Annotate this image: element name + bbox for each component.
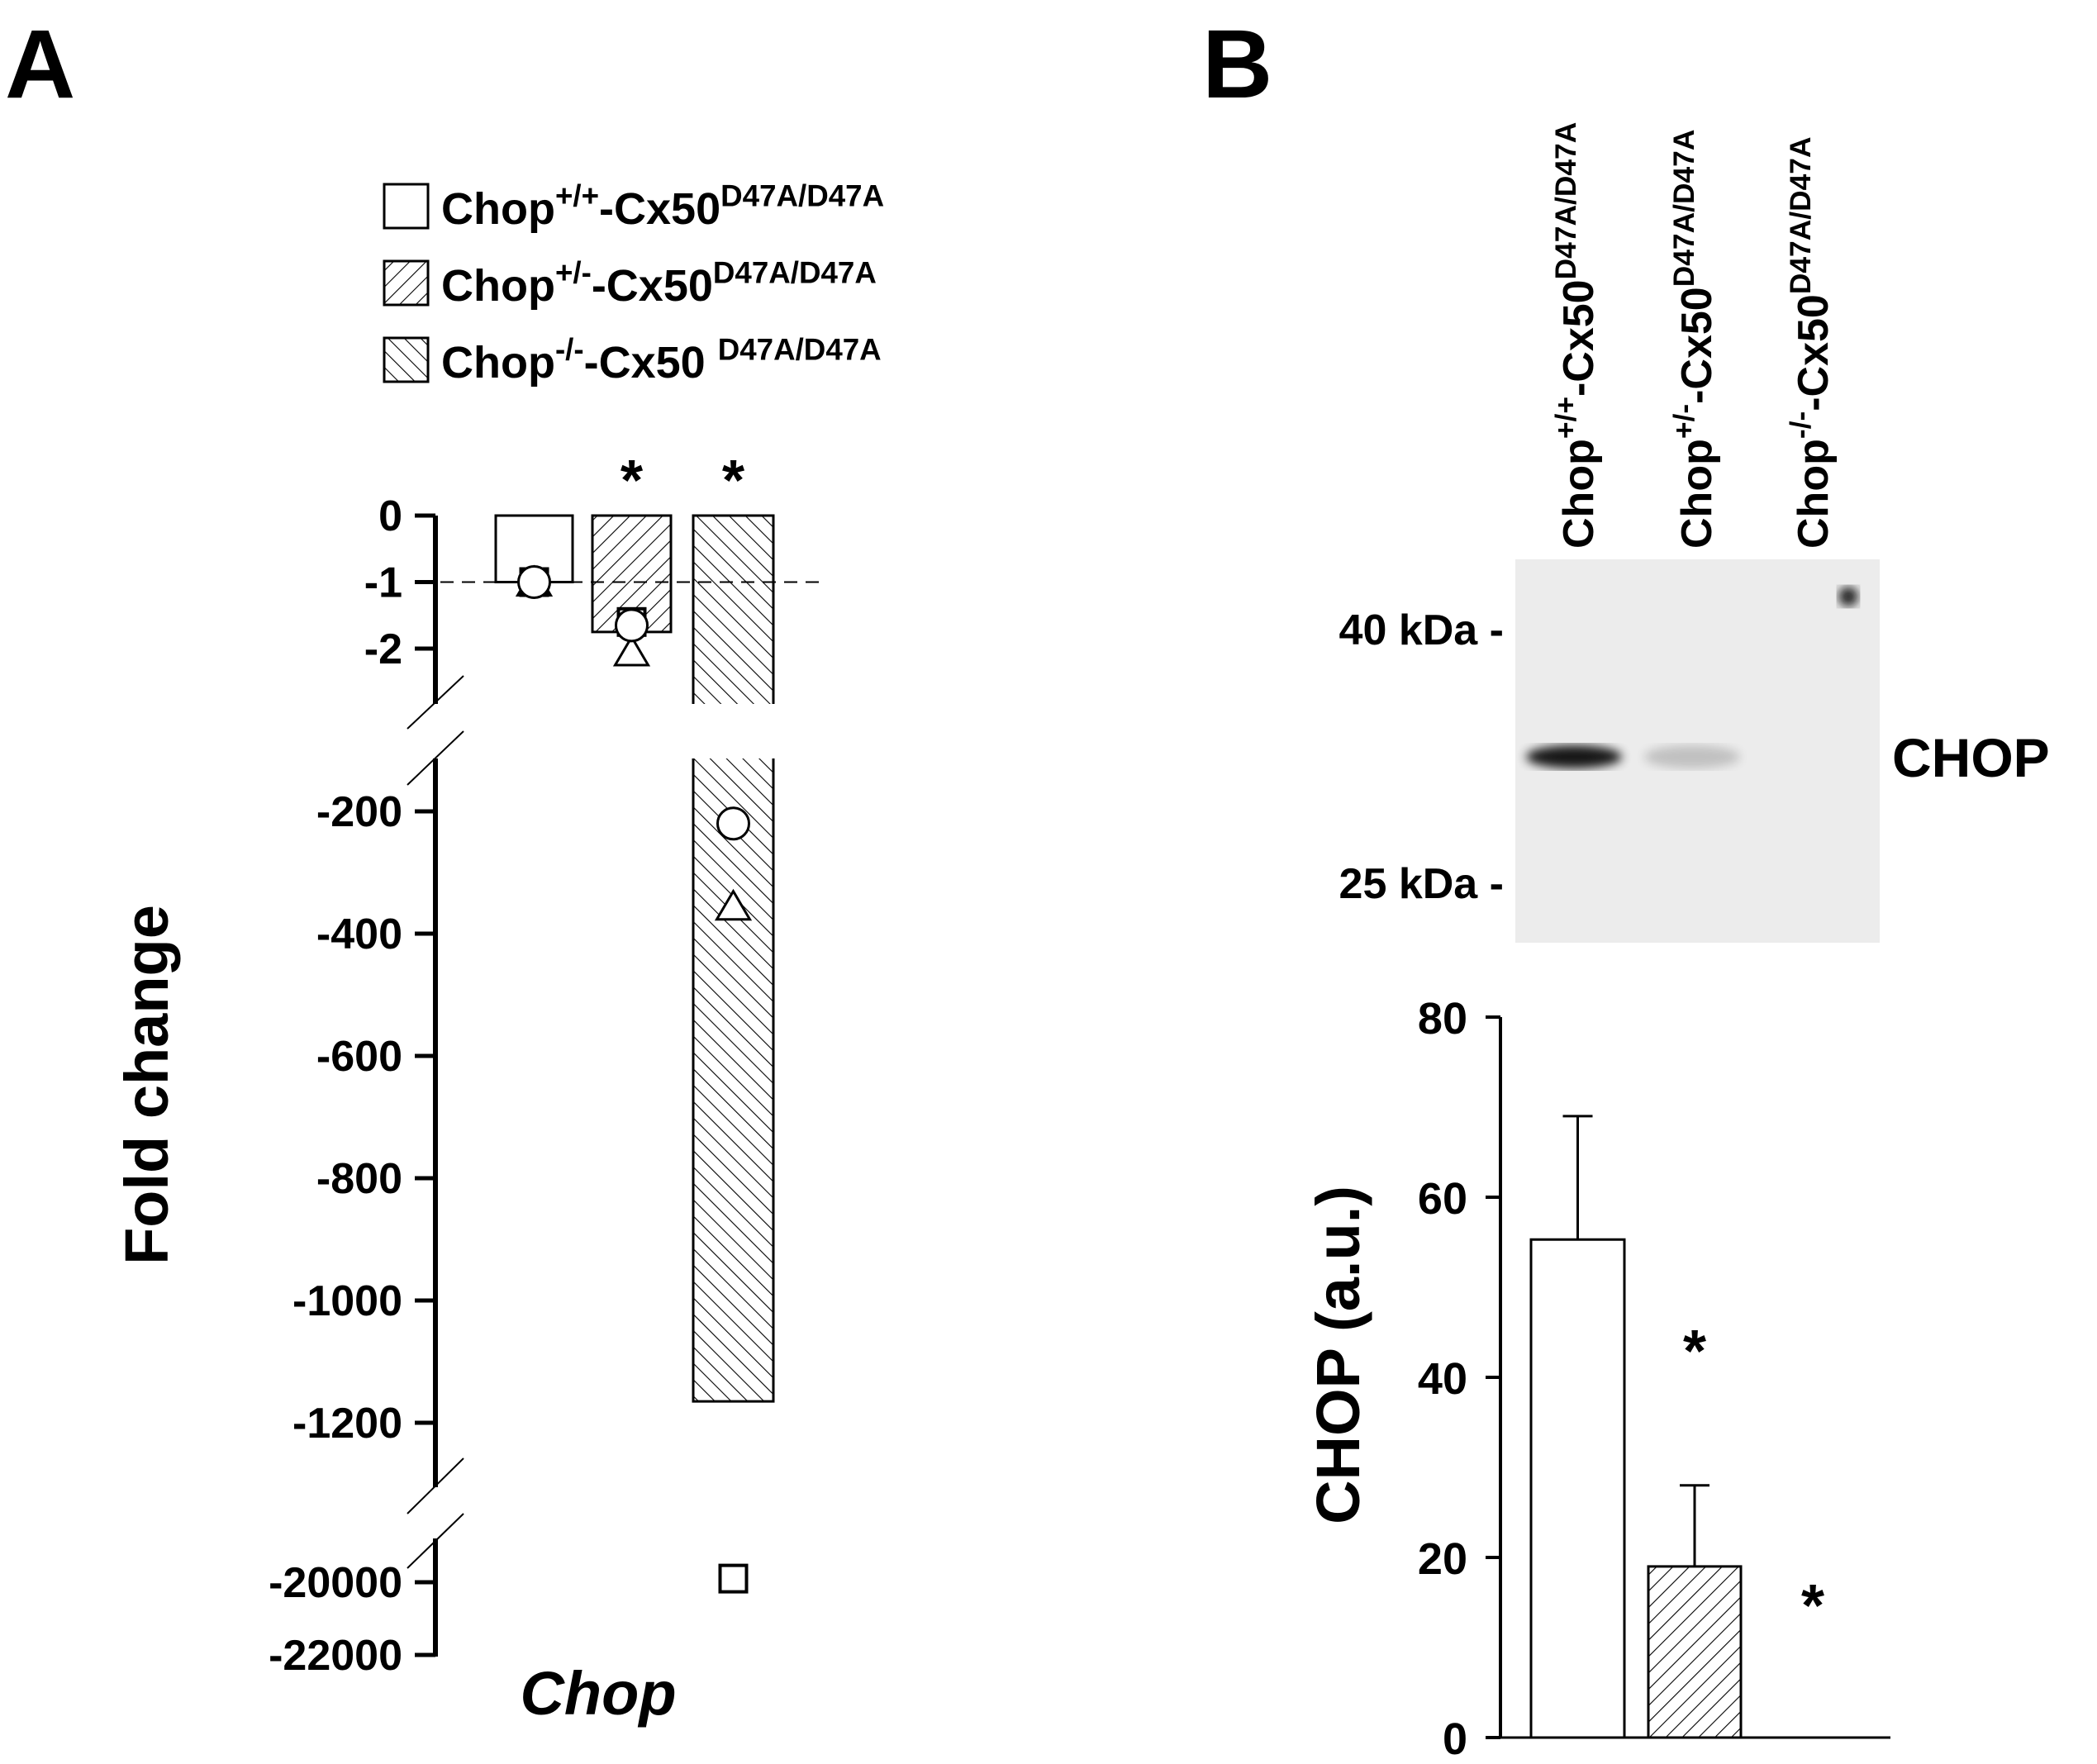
y-tick-label: -200 [316, 788, 402, 836]
lane-label: Chop+/+-Cx50D47A/D47A [1550, 122, 1603, 549]
y-tick-label: 40 [1418, 1354, 1467, 1404]
y-tick-label: -1200 [292, 1400, 402, 1448]
y-axis-label-fold-change: Fold change [112, 905, 181, 1265]
bar [1529, 1238, 1626, 1739]
panel-label-b: B [1202, 10, 1272, 119]
band-label-chop: CHOP [1892, 727, 2050, 788]
axis-break-mark [407, 1457, 464, 1514]
protein-band [1644, 745, 1740, 768]
legend-entry: Chop+/--Cx50D47A/D47A [441, 255, 877, 311]
x-axis-label-chop: Chop [520, 1659, 676, 1728]
blot-spot [1838, 587, 1858, 606]
axis-break-mark [407, 675, 464, 730]
axis-break-mark [407, 730, 464, 786]
y-tick-label: -600 [316, 1033, 402, 1081]
y-tick-label: 60 [1418, 1174, 1467, 1224]
y-tick-label: 0 [1443, 1714, 1467, 1764]
significance-star: * [1801, 1573, 1824, 1639]
marker-25kda: 25 kDa - [1339, 860, 1504, 908]
y-tick-label: -20000 [269, 1559, 402, 1607]
legend: Chop+/+-Cx50D47A/D47A Chop+/--Cx50D47A/D4… [383, 178, 884, 388]
chart-fold-change: 0 -1 -2 -200 -400 -600 -800 -1000 -1200 -20000 -22… [269, 448, 826, 1680]
y-tick-label: 20 [1418, 1534, 1467, 1584]
data-point-square [718, 1563, 749, 1594]
axis-break-mark [407, 1513, 464, 1569]
bar [1647, 1565, 1743, 1739]
protein-band [1526, 745, 1622, 768]
significance-star: * [1683, 1319, 1706, 1385]
y-tick-label: -400 [316, 911, 402, 958]
legend-swatch [383, 336, 430, 383]
marker-40kda: 40 kDa - [1339, 606, 1504, 654]
significance-star: * [722, 448, 745, 512]
y-axis-label-chop-au: CHOP (a.u.) [1304, 1186, 1372, 1524]
y-tick-label: -2 [364, 625, 402, 673]
y-tick-label: 80 [1418, 994, 1467, 1044]
legend-swatch [383, 183, 430, 230]
lane-label: Chop+/--Cx50D47A/D47A [1668, 130, 1721, 549]
y-tick-label: -800 [316, 1155, 402, 1203]
panel-label-a: A [5, 10, 75, 119]
data-point-circle [716, 806, 750, 841]
y-tick-label: -1 [364, 559, 402, 607]
data-point-circle [517, 565, 551, 599]
western-blot: Chop+/+-Cx50D47A/D47A Chop+/--Cx50D47A/D4… [1339, 122, 2050, 943]
y-tick-label: -1000 [292, 1277, 402, 1325]
data-point-circle [615, 608, 649, 643]
lane-label: Chop-/--Cx50D47A/D47A [1785, 137, 1838, 549]
data-point-triangle [714, 888, 753, 921]
data-point-triangle [612, 635, 651, 667]
y-tick-label: -22000 [269, 1632, 402, 1680]
legend-entry: Chop+/+-Cx50D47A/D47A [441, 178, 884, 234]
legend-entry: Chop-/--Cx50 D47A/D47A [441, 332, 882, 388]
significance-star: * [621, 448, 644, 512]
legend-swatch [383, 259, 430, 307]
y-tick-label: 0 [378, 492, 402, 540]
bar-lower-segment [692, 758, 775, 1403]
bar-upper-segment [692, 514, 775, 704]
chart-chop-au: 0 20 40 60 80 * * [1418, 994, 1890, 1764]
